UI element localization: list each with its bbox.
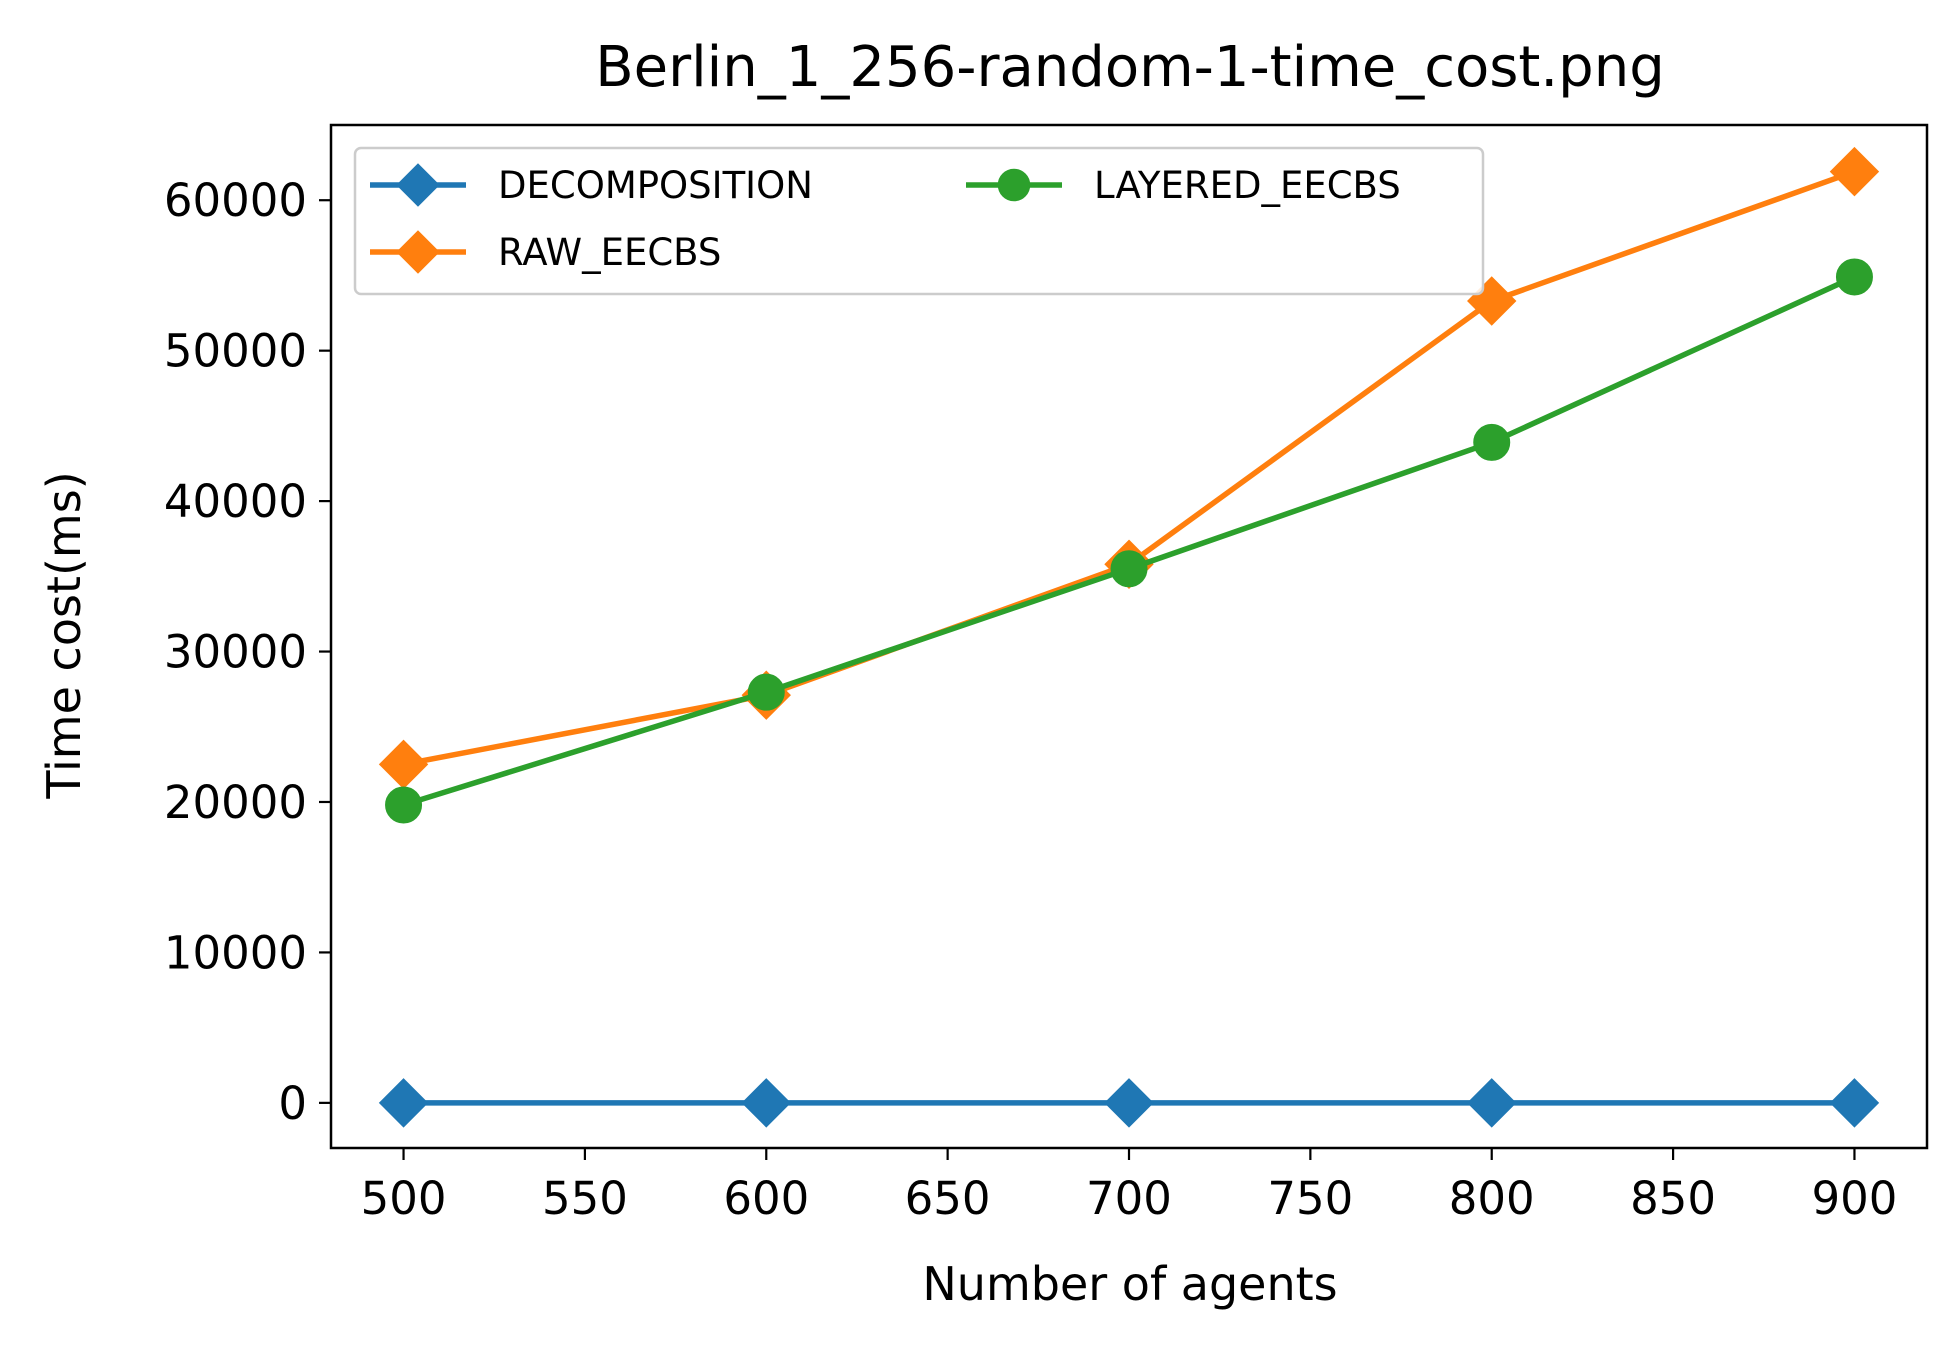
legend-label: DECOMPOSITION	[498, 164, 813, 207]
legend-marker	[997, 168, 1031, 202]
y-tick-label: 10000	[164, 926, 307, 979]
x-axis-label: Number of agents	[922, 1257, 1337, 1311]
x-tick-label: 500	[361, 1172, 447, 1225]
data-point-decomposition	[1829, 1078, 1880, 1128]
x-tick-label: 650	[905, 1172, 991, 1225]
x-tick-label: 750	[1267, 1172, 1353, 1225]
y-tick-label: 40000	[164, 475, 307, 528]
y-tick-label: 30000	[164, 626, 307, 679]
data-point-layered-eecbs	[1835, 258, 1873, 296]
x-tick-label: 850	[1630, 1172, 1716, 1225]
x-axis: 500 550 600 650 700 750 800 850 900	[361, 1148, 1898, 1225]
legend-item-layered-eecbs: LAYERED_EECBS	[966, 164, 1401, 207]
data-point-layered-eecbs	[1110, 550, 1148, 588]
data-point-decomposition	[1467, 1078, 1517, 1128]
data-point-layered-eecbs	[1473, 423, 1511, 461]
data-point-decomposition	[1104, 1078, 1154, 1128]
data-point-decomposition	[741, 1078, 791, 1128]
y-axis: 0 10000 20000 30000 40000 50000 60000	[164, 174, 331, 1130]
y-axis-label: Time cost(ms)	[37, 471, 91, 799]
legend-marker	[396, 230, 440, 274]
legend-item-raw-eecbs: RAW_EECBS	[370, 230, 721, 274]
x-tick-label: 800	[1449, 1172, 1535, 1225]
data-point-layered-eecbs	[385, 786, 423, 824]
legend-label: RAW_EECBS	[498, 231, 721, 274]
legend: DECOMPOSITION RAW_EECBS LAYERED_EECBS	[353, 146, 1485, 296]
legend-marker	[396, 163, 440, 207]
legend-item-decomposition: DECOMPOSITION	[370, 163, 813, 207]
y-tick-label: 60000	[164, 174, 307, 227]
data-point-raw-eecbs	[1829, 146, 1880, 197]
legend-label: LAYERED_EECBS	[1094, 164, 1401, 207]
x-tick-label: 550	[542, 1172, 628, 1225]
y-tick-label: 0	[278, 1077, 307, 1130]
y-tick-label: 20000	[164, 776, 307, 829]
data-point-decomposition	[378, 1078, 429, 1128]
x-tick-label: 700	[1086, 1172, 1172, 1225]
plot-area	[378, 146, 1880, 1128]
legend-box	[353, 146, 1485, 296]
series-layered-eecbs	[385, 258, 1873, 824]
chart-title: Berlin_1_256-random-1-time_cost.png	[595, 35, 1665, 100]
data-point-layered-eecbs	[747, 673, 785, 711]
x-tick-label: 900	[1812, 1172, 1898, 1225]
x-tick-label: 600	[723, 1172, 809, 1225]
y-tick-label: 50000	[164, 325, 307, 378]
series-decomposition	[378, 1078, 1880, 1128]
